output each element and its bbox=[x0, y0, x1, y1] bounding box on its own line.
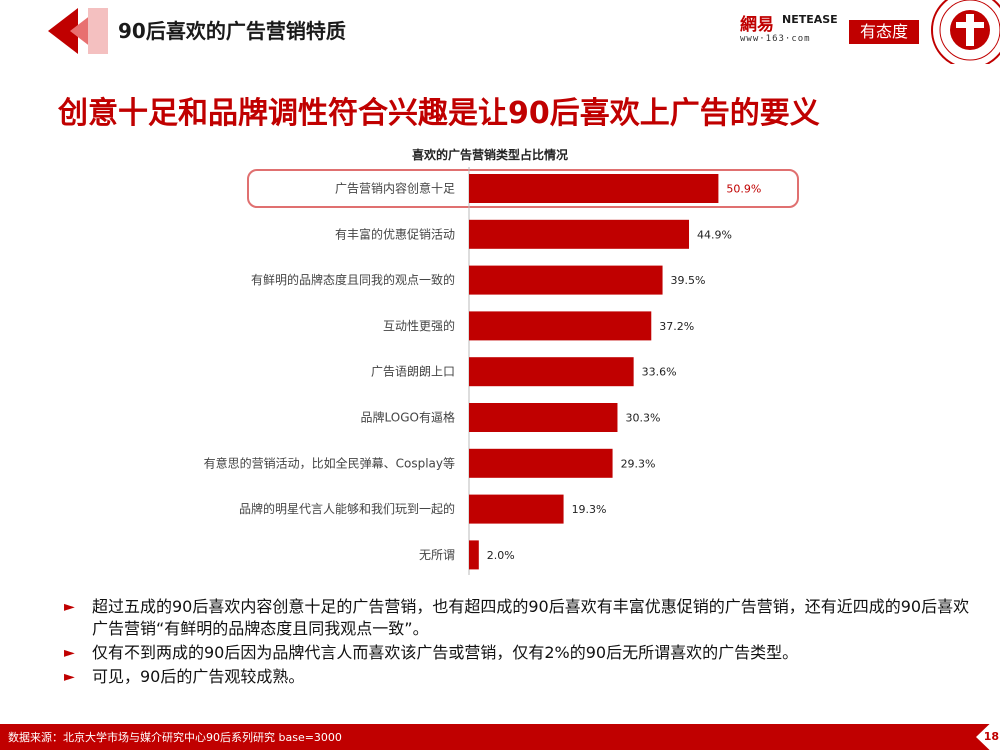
netease-logo-url: www·163·com bbox=[740, 34, 811, 44]
category-label: 有鲜明的品牌态度且同我的观点一致的 bbox=[251, 272, 455, 287]
bar-chart: 广告营销内容创意十足 50.9% 有丰富的优惠促销活动 44.9% 有鲜明的品牌态度且同… bbox=[204, 167, 799, 575]
value-label: 33.6% bbox=[642, 366, 677, 379]
bar bbox=[469, 494, 564, 524]
main-title: 创意十足和品牌调性符合兴趣是让90后喜欢上广告的要义 bbox=[58, 96, 820, 131]
bar bbox=[469, 219, 690, 249]
value-label: 50.9% bbox=[726, 183, 761, 196]
bullet-arrow-icon: ► bbox=[64, 599, 75, 615]
bullet-text: 可见，90后的广告观较成熟。 bbox=[92, 667, 305, 686]
bullet-item: ► 仅有不到两成的90后因为品牌代言人而喜欢该广告或营销，仅有2%的90后无所谓… bbox=[60, 642, 980, 664]
university-seal-icon bbox=[931, 0, 1000, 64]
category-label: 广告营销内容创意十足 bbox=[335, 181, 455, 196]
category-label: 互动性更强的 bbox=[383, 318, 455, 333]
bar bbox=[469, 540, 479, 570]
netease-logo: 網易 NETEASE www·163·com bbox=[740, 10, 842, 50]
highlight-frame bbox=[247, 169, 799, 208]
netease-logo-en: NETEASE bbox=[782, 13, 838, 26]
bullet-arrow-icon: ► bbox=[64, 645, 75, 661]
bar bbox=[469, 448, 613, 478]
footer-bar: 数据来源：北京大学市场与媒介研究中心90后系列研究 base=3000 18 bbox=[0, 724, 1000, 750]
bullet-item: ► 可见，90后的广告观较成熟。 bbox=[60, 666, 980, 688]
category-label: 广告语朗朗上口 bbox=[371, 365, 455, 379]
category-label: 有意思的营销活动，比如全民弹幕、Cosplay等 bbox=[204, 455, 455, 470]
category-label: 无所谓 bbox=[419, 548, 455, 562]
value-label: 2.0% bbox=[487, 549, 515, 562]
bar bbox=[469, 403, 618, 432]
value-label: 39.5% bbox=[671, 274, 706, 287]
category-label: 有丰富的优惠促销活动 bbox=[335, 226, 455, 241]
youtaidu-logo: 有态度 bbox=[849, 20, 919, 44]
header-arrow-icon bbox=[48, 8, 108, 54]
bullet-text: 超过五成的90后喜欢内容创意十足的广告营销，也有超四成的90后喜欢有丰富优惠促销… bbox=[92, 597, 970, 638]
page-number-badge: 18 bbox=[976, 724, 1000, 750]
category-label: 品牌的明星代言人能够和我们玩到一起的 bbox=[239, 501, 455, 516]
bar bbox=[469, 174, 719, 203]
value-label: 37.2% bbox=[659, 320, 694, 333]
section-title: 90后喜欢的广告营销特质 bbox=[118, 19, 346, 43]
category-label: 品牌LOGO有逼格 bbox=[361, 410, 455, 425]
header-bar: 90后喜欢的广告营销特质 網易 NETEASE www·163·com 有态度 bbox=[0, 0, 1000, 64]
bullet-list: ► 超过五成的90后喜欢内容创意十足的广告营销，也有超四成的90后喜欢有丰富优惠… bbox=[60, 596, 980, 690]
chart-title: 喜欢的广告营销类型占比情况 bbox=[411, 148, 568, 162]
value-label: 19.3% bbox=[572, 503, 607, 516]
bullet-text: 仅有不到两成的90后因为品牌代言人而喜欢该广告或营销，仅有2%的90后无所谓喜欢… bbox=[92, 643, 799, 662]
value-label: 30.3% bbox=[625, 412, 660, 425]
value-label: 29.3% bbox=[621, 457, 656, 470]
netease-logo-cn: 網易 bbox=[740, 15, 774, 35]
bar bbox=[469, 311, 652, 341]
bullet-item: ► 超过五成的90后喜欢内容创意十足的广告营销，也有超四成的90后喜欢有丰富优惠… bbox=[60, 596, 980, 640]
value-label: 44.9% bbox=[697, 228, 732, 241]
bar bbox=[469, 265, 663, 295]
data-source: 数据来源：北京大学市场与媒介研究中心90后系列研究 base=3000 bbox=[8, 731, 342, 744]
bullet-arrow-icon: ► bbox=[64, 669, 75, 685]
bar bbox=[469, 357, 634, 387]
page-number: 18 bbox=[984, 730, 999, 743]
